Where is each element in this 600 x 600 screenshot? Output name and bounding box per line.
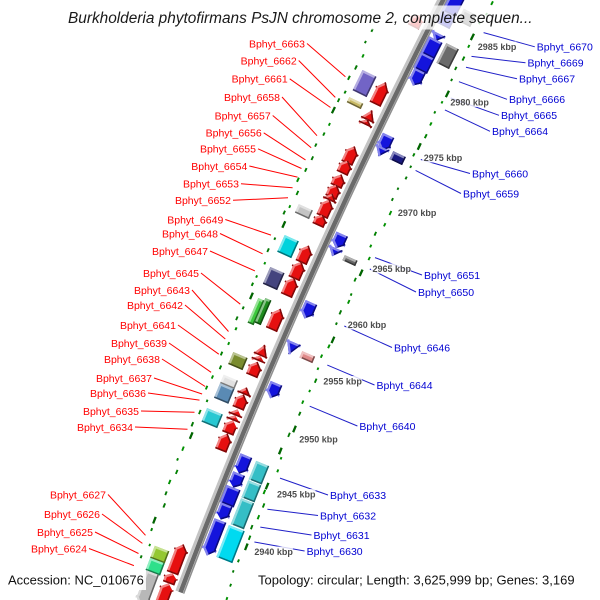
svg-text:Bphyt_6649: Bphyt_6649: [167, 214, 223, 226]
svg-text:2975 kbp: 2975 kbp: [424, 153, 463, 163]
svg-text:Bphyt_6639: Bphyt_6639: [111, 338, 167, 350]
svg-text:2970 kbp: 2970 kbp: [398, 208, 437, 218]
svg-text:Bphyt_6637: Bphyt_6637: [96, 373, 152, 385]
svg-text:Bphyt_6652: Bphyt_6652: [175, 195, 231, 207]
svg-text:Bphyt_6638: Bphyt_6638: [104, 354, 160, 366]
svg-text:Bphyt_6666: Bphyt_6666: [509, 94, 565, 106]
svg-text:2980 kbp: 2980 kbp: [450, 97, 489, 107]
svg-text:2940 kbp: 2940 kbp: [254, 547, 293, 557]
svg-text:Bphyt_6656: Bphyt_6656: [206, 128, 262, 140]
svg-text:2955 kbp: 2955 kbp: [323, 376, 362, 386]
svg-text:2985 kbp: 2985 kbp: [478, 42, 517, 52]
svg-text:Bphyt_6631: Bphyt_6631: [314, 530, 370, 542]
svg-text:2945 kbp: 2945 kbp: [277, 489, 316, 499]
svg-text:Bphyt_6657: Bphyt_6657: [215, 110, 271, 122]
svg-text:Bphyt_6661: Bphyt_6661: [232, 74, 288, 86]
svg-text:Bphyt_6630: Bphyt_6630: [307, 546, 363, 558]
svg-text:Bphyt_6646: Bphyt_6646: [394, 342, 450, 354]
svg-text:Bphyt_6626: Bphyt_6626: [44, 509, 100, 521]
svg-text:Bphyt_6627: Bphyt_6627: [50, 489, 106, 501]
svg-text:Burkholderia phytofirmans PsJN: Burkholderia phytofirmans PsJN chromosom…: [68, 10, 533, 27]
svg-text:Bphyt_6654: Bphyt_6654: [191, 161, 247, 173]
svg-text:Bphyt_6624: Bphyt_6624: [31, 543, 87, 555]
svg-text:Accession: NC_010676: Accession: NC_010676: [8, 573, 144, 588]
svg-text:Bphyt_6665: Bphyt_6665: [501, 110, 557, 122]
svg-text:Bphyt_6643: Bphyt_6643: [134, 285, 190, 297]
svg-text:2950 kbp: 2950 kbp: [299, 434, 338, 444]
svg-text:Bphyt_6650: Bphyt_6650: [418, 287, 474, 299]
svg-text:Bphyt_6658: Bphyt_6658: [224, 92, 280, 104]
svg-text:Bphyt_6647: Bphyt_6647: [152, 246, 208, 258]
svg-text:Bphyt_6670: Bphyt_6670: [537, 42, 593, 54]
svg-text:Bphyt_6641: Bphyt_6641: [120, 320, 176, 332]
svg-text:Bphyt_6633: Bphyt_6633: [330, 490, 386, 502]
svg-text:Bphyt_6662: Bphyt_6662: [241, 55, 297, 67]
svg-text:Bphyt_6669: Bphyt_6669: [528, 58, 584, 70]
svg-text:Bphyt_6653: Bphyt_6653: [183, 179, 239, 191]
svg-text:Bphyt_6634: Bphyt_6634: [77, 422, 133, 434]
svg-text:2965 kbp: 2965 kbp: [373, 264, 412, 274]
svg-text:Bphyt_6648: Bphyt_6648: [162, 228, 218, 240]
svg-text:Bphyt_6644: Bphyt_6644: [377, 380, 433, 392]
svg-text:Bphyt_6635: Bphyt_6635: [83, 406, 139, 418]
svg-text:Bphyt_6659: Bphyt_6659: [463, 188, 519, 200]
svg-text:Topology: circular; Length: 3,: Topology: circular; Length: 3,625,999 bp…: [258, 573, 575, 588]
svg-text:Bphyt_6651: Bphyt_6651: [424, 270, 480, 282]
svg-text:2960 kbp: 2960 kbp: [348, 320, 387, 330]
svg-text:Bphyt_6636: Bphyt_6636: [90, 388, 146, 400]
svg-text:Bphyt_6660: Bphyt_6660: [472, 168, 528, 180]
svg-text:Bphyt_6664: Bphyt_6664: [492, 126, 548, 138]
svg-text:Bphyt_6645: Bphyt_6645: [143, 268, 199, 280]
svg-text:Bphyt_6632: Bphyt_6632: [320, 510, 376, 522]
svg-text:Bphyt_6642: Bphyt_6642: [127, 300, 183, 312]
svg-text:Bphyt_6640: Bphyt_6640: [359, 421, 415, 433]
svg-text:Bphyt_6625: Bphyt_6625: [37, 527, 93, 539]
svg-text:Bphyt_6663: Bphyt_6663: [249, 38, 305, 50]
svg-text:Bphyt_6655: Bphyt_6655: [200, 144, 256, 156]
svg-text:Bphyt_6667: Bphyt_6667: [519, 74, 575, 86]
